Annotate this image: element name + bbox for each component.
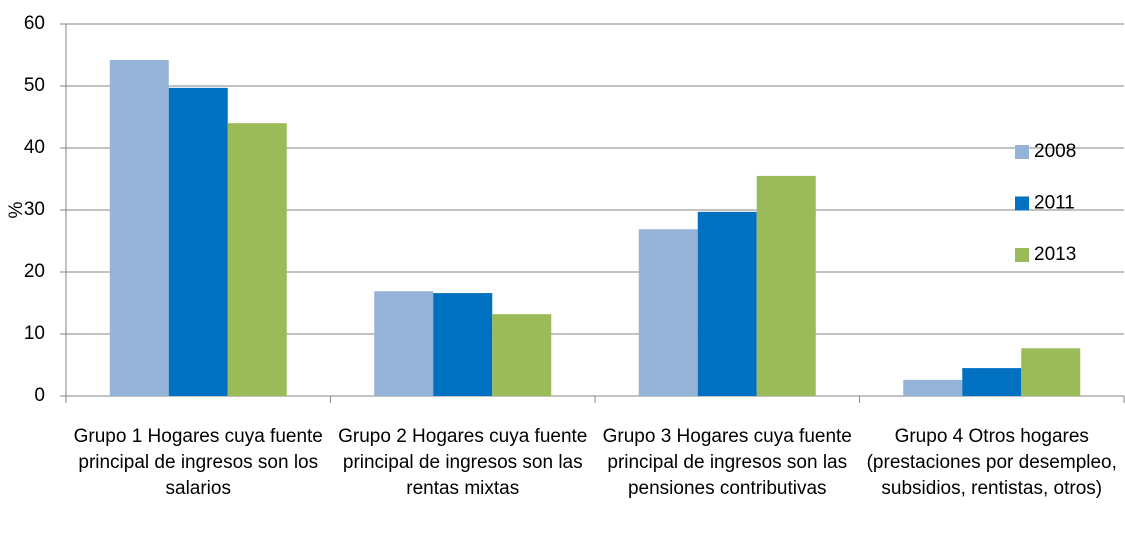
bar bbox=[433, 293, 493, 396]
legend-swatch bbox=[1015, 145, 1029, 159]
y-tick-label: 50 bbox=[24, 75, 45, 96]
bar bbox=[109, 59, 169, 397]
legend-label: 2013 bbox=[1034, 244, 1076, 265]
legend-swatch bbox=[1015, 248, 1029, 262]
y-tick-label: 60 bbox=[24, 13, 45, 34]
bar bbox=[962, 368, 1022, 396]
x-tick-label: Grupo 2 Hogares cuya fuente principal de… bbox=[338, 426, 588, 499]
bar bbox=[374, 291, 434, 396]
bar bbox=[1021, 348, 1081, 396]
bar bbox=[638, 229, 698, 396]
y-tick-label: 20 bbox=[24, 261, 45, 282]
bar bbox=[168, 87, 228, 397]
legend-label: 2008 bbox=[1034, 141, 1076, 162]
legend-label: 2011 bbox=[1034, 193, 1075, 214]
y-axis-label: % bbox=[6, 201, 27, 218]
bar bbox=[903, 379, 963, 396]
y-tick-label: 30 bbox=[24, 199, 45, 220]
bar bbox=[756, 175, 816, 396]
x-tick-label: Grupo 1 Hogares cuya fuente principal de… bbox=[73, 426, 323, 499]
y-tick-label: 0 bbox=[34, 385, 45, 406]
y-tick-label: 40 bbox=[24, 137, 45, 158]
bar bbox=[492, 314, 552, 396]
bar bbox=[697, 211, 757, 396]
x-tick-label: Grupo 4 Otros hogares (prestaciones por … bbox=[866, 426, 1117, 499]
y-tick-label: 10 bbox=[24, 323, 45, 344]
x-tick-label: Grupo 3 Hogares cuya fuente principal de… bbox=[602, 426, 852, 499]
legend-swatch bbox=[1015, 196, 1029, 211]
bar bbox=[227, 123, 287, 396]
